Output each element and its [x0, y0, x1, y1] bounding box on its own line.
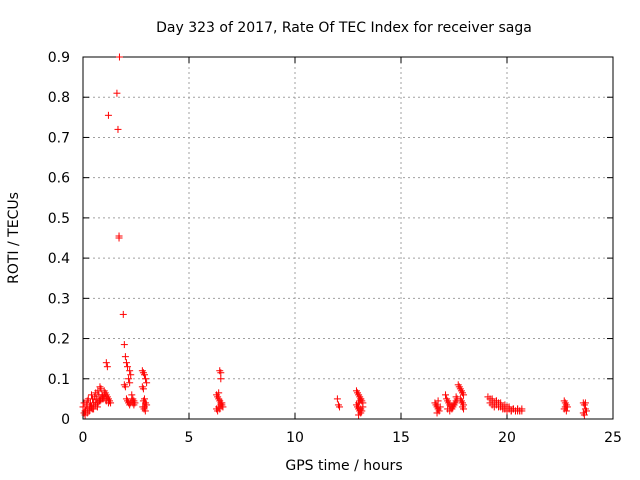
data-point	[142, 375, 150, 383]
data-point	[460, 391, 468, 399]
y-tick-label: 0.2	[48, 332, 70, 348]
data-point	[140, 371, 148, 379]
data-point	[139, 385, 147, 393]
y-tick-label: 0.3	[48, 291, 70, 307]
data-point	[355, 411, 363, 419]
data-point	[488, 395, 496, 403]
data-point	[115, 53, 123, 61]
data-point	[434, 397, 442, 405]
y-tick-label: 0.7	[48, 130, 70, 146]
plot-frame	[82, 56, 614, 420]
data-point	[119, 310, 127, 318]
data-point	[121, 353, 129, 361]
data-point	[581, 405, 589, 413]
data-point	[217, 369, 225, 377]
data-point	[103, 363, 111, 371]
x-axis-title: GPS time / hours	[285, 458, 402, 474]
y-tick-label: 0.8	[48, 90, 70, 106]
x-tick-label: 15	[392, 430, 410, 446]
data-point	[122, 359, 130, 367]
data-point	[505, 403, 513, 411]
data-point	[139, 397, 147, 405]
grid-lines	[83, 57, 613, 419]
y-axis-title: ROTI / TECUs	[6, 192, 22, 284]
data-point	[492, 397, 500, 405]
data-point	[115, 232, 123, 240]
data-point	[460, 405, 468, 413]
y-tick-label: 0.5	[48, 211, 70, 227]
x-tick-label: 0	[79, 430, 88, 446]
data-point	[215, 389, 223, 397]
axis-ticks	[82, 56, 614, 420]
data-point	[218, 399, 226, 407]
data-point	[336, 403, 344, 411]
data-points	[79, 53, 590, 419]
data-point	[140, 403, 148, 411]
x-tick-label: 10	[286, 430, 304, 446]
x-tick-label: 5	[185, 430, 194, 446]
data-point	[141, 407, 149, 415]
data-point	[217, 375, 225, 383]
data-point	[581, 399, 589, 407]
y-tick-label: 0.9	[48, 50, 70, 66]
data-point	[562, 407, 570, 415]
data-point	[501, 401, 509, 409]
y-tick-label: 0.4	[48, 251, 70, 267]
y-tick-label: 0	[61, 412, 70, 428]
data-point	[126, 367, 134, 375]
data-point	[433, 409, 441, 417]
data-point	[130, 397, 138, 405]
data-point	[143, 379, 151, 387]
data-point	[442, 391, 450, 399]
data-point	[514, 407, 522, 415]
data-point	[90, 405, 98, 413]
data-point	[107, 399, 115, 407]
data-point	[128, 391, 136, 399]
data-point	[126, 379, 134, 387]
x-tick-label: 20	[498, 430, 516, 446]
data-point	[561, 403, 569, 411]
x-tick-label: 25	[604, 430, 622, 446]
data-point	[497, 399, 505, 407]
data-point	[446, 407, 454, 415]
data-point	[357, 405, 365, 413]
y-tick-label: 0.1	[48, 372, 70, 388]
data-point	[125, 375, 133, 383]
data-point	[85, 407, 93, 415]
data-point	[120, 341, 128, 349]
data-point	[450, 401, 458, 409]
data-point	[114, 125, 122, 133]
data-point	[124, 363, 132, 371]
chart-title: Day 323 of 2017, Rate Of TEC Index for r…	[156, 20, 532, 36]
data-point	[102, 359, 110, 367]
data-point	[357, 395, 365, 403]
data-point	[436, 403, 444, 411]
x-tick-labels: 0 5 10 15 20 25	[79, 430, 622, 446]
data-point	[333, 395, 341, 403]
data-point	[127, 371, 135, 379]
data-point	[509, 405, 517, 413]
data-point	[121, 383, 129, 391]
y-tick-label: 0.6	[48, 171, 70, 187]
data-point	[452, 393, 460, 401]
data-point	[113, 89, 121, 97]
data-point	[104, 111, 112, 119]
data-point	[490, 403, 498, 411]
data-point	[216, 405, 224, 413]
y-tick-labels: 0 0.1 0.2 0.3 0.4 0.5 0.6 0.7 0.8 0.9	[48, 50, 70, 428]
data-point	[580, 411, 588, 419]
